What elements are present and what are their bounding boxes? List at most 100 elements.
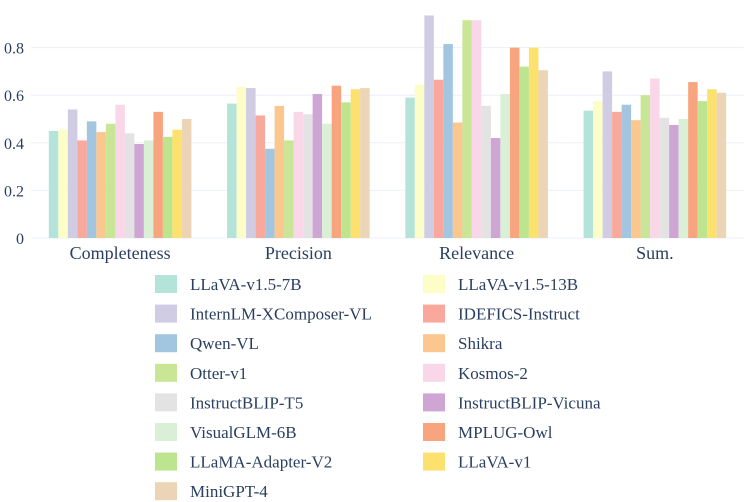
bar-idefics-instruct-precision <box>255 115 266 238</box>
legend-label: LLaMA-Adapter-V2 <box>190 453 332 472</box>
legend-swatch <box>155 482 177 501</box>
bar-otter-v1-completeness <box>105 123 116 238</box>
bar-llava-v1-5-7b-completeness <box>48 130 59 238</box>
legend-swatch <box>423 393 445 412</box>
y-tick-label: 0.8 <box>4 41 24 58</box>
legend-item[interactable]: VisualGLM-6B <box>155 423 297 442</box>
legend-label: InternLM-XComposer-VL <box>190 305 372 324</box>
legend-label: LLaVA-v1.5-13B <box>458 275 578 294</box>
legend-label: Qwen-VL <box>190 334 259 353</box>
bar-internlm-xcomposer-vl-sum <box>602 71 613 239</box>
bar-llava-v1-5-13b-completeness <box>58 129 68 238</box>
bar-llava-v1-5-13b-precision <box>236 86 247 239</box>
bar-llava-v1-completeness <box>172 129 182 238</box>
bar-shikra-completeness <box>96 132 106 238</box>
legend-item[interactable]: LLaVA-v1 <box>423 452 531 472</box>
x-category-label: Completeness <box>70 243 171 263</box>
legend-label: Shikra <box>458 334 503 353</box>
bar-mplug-owl-precision <box>331 85 342 239</box>
bar-kosmos-2-completeness <box>115 104 125 238</box>
x-category-label: Sum. <box>636 243 674 263</box>
bar-llava-v1-5-13b-relevance <box>414 84 425 239</box>
bar-mplug-owl-relevance <box>509 47 520 238</box>
bar-shikra-precision <box>274 105 285 238</box>
y-tick-label: 0.2 <box>4 183 24 200</box>
x-category-label: Relevance <box>439 243 514 263</box>
legend-swatch <box>423 334 445 353</box>
legend-label: InstructBLIP-Vicuna <box>458 393 601 412</box>
bar-llava-v1-sum <box>707 89 717 238</box>
legend-item[interactable]: Kosmos-2 <box>423 363 528 383</box>
bar-instructblip-t5-sum <box>659 117 670 238</box>
bar-qwen-vl-completeness <box>86 121 97 238</box>
legend-item[interactable]: Shikra <box>423 334 503 353</box>
bar-minigpt-4-sum <box>716 92 727 238</box>
bar-visualglm-6b-precision <box>322 123 332 238</box>
bar-instructblip-t5-precision <box>303 114 313 238</box>
bar-instructblip-t5-relevance <box>481 105 491 238</box>
legend-item[interactable]: InstructBLIP-T5 <box>155 393 303 412</box>
bars <box>48 15 727 239</box>
legend-item[interactable]: InternLM-XComposer-VL <box>155 304 372 324</box>
legend-swatch <box>423 363 445 382</box>
legend-label: IDEFICS-Instruct <box>458 305 580 324</box>
legend-label: LLaVA-v1 <box>458 453 531 472</box>
bar-qwen-vl-precision <box>265 148 275 238</box>
bar-instructblip-vicuna-relevance <box>490 138 501 238</box>
y-tick-label: 0.6 <box>4 88 24 105</box>
legend-item[interactable]: Qwen-VL <box>155 334 259 353</box>
legend-swatch <box>423 304 445 323</box>
bar-instructblip-vicuna-completeness <box>134 143 144 238</box>
legend-swatch <box>423 452 445 471</box>
bar-minigpt-4-relevance <box>538 70 548 239</box>
legend-swatch <box>155 393 177 412</box>
y-axis: 0 0.2 0.4 0.6 0.8 <box>4 41 24 248</box>
legend-item[interactable]: LLaVA-v1.5-7B <box>155 275 302 294</box>
bar-llama-adapter-v2-relevance <box>519 66 529 238</box>
legend-item[interactable]: MPLUG-Owl <box>423 423 553 442</box>
legend-swatch <box>155 304 177 323</box>
legend-swatch <box>423 275 445 293</box>
legend-swatch <box>155 363 177 382</box>
bar-llava-v1-5-13b-sum <box>593 101 603 239</box>
legend-swatch <box>155 334 177 353</box>
bar-instructblip-vicuna-sum <box>669 124 679 238</box>
bar-kosmos-2-sum <box>650 78 660 238</box>
x-category-label: Precision <box>265 243 332 263</box>
bar-shikra-sum <box>631 120 641 238</box>
bar-shikra-relevance <box>452 122 463 238</box>
bar-internlm-xcomposer-vl-completeness <box>67 109 78 238</box>
legend-swatch <box>155 275 177 293</box>
legend-label: InstructBLIP-T5 <box>190 393 303 412</box>
legend-label: VisualGLM-6B <box>190 423 297 442</box>
legend-label: Kosmos-2 <box>458 364 528 383</box>
legend-swatch <box>155 452 177 471</box>
legend-item[interactable]: IDEFICS-Instruct <box>423 304 580 324</box>
legend-item[interactable]: LLaVA-v1.5-13B <box>423 275 578 294</box>
bar-llava-v1-5-7b-sum <box>583 110 594 238</box>
y-tick-label: 0.4 <box>4 136 24 153</box>
bar-idefics-instruct-completeness <box>77 140 87 238</box>
bar-idefics-instruct-relevance <box>433 79 444 238</box>
bar-minigpt-4-precision <box>360 88 370 238</box>
bar-minigpt-4-completeness <box>181 119 192 238</box>
legend-label: LLaVA-v1.5-7B <box>190 275 302 294</box>
x-axis: Completeness Precision Relevance Sum. <box>70 243 674 263</box>
bar-llava-v1-relevance <box>528 47 539 238</box>
legend-item[interactable]: MiniGPT-4 <box>155 482 268 501</box>
legend-label: MiniGPT-4 <box>190 482 268 501</box>
bar-llama-adapter-v2-precision <box>341 102 351 238</box>
bar-llava-v1-5-7b-precision <box>227 103 237 238</box>
legend-swatch <box>423 423 445 441</box>
bar-otter-v1-precision <box>284 140 294 238</box>
bar-visualglm-6b-completeness <box>143 140 154 238</box>
legend-item[interactable]: Otter-v1 <box>155 363 247 383</box>
legend-item[interactable]: InstructBLIP-Vicuna <box>423 393 601 412</box>
legend-item[interactable]: LLaMA-Adapter-V2 <box>155 452 332 472</box>
legend-label: MPLUG-Owl <box>458 423 553 442</box>
bar-qwen-vl-sum <box>621 104 632 238</box>
bar-internlm-xcomposer-vl-precision <box>246 88 256 238</box>
bar-visualglm-6b-relevance <box>500 94 510 238</box>
bar-llama-adapter-v2-sum <box>697 101 708 239</box>
